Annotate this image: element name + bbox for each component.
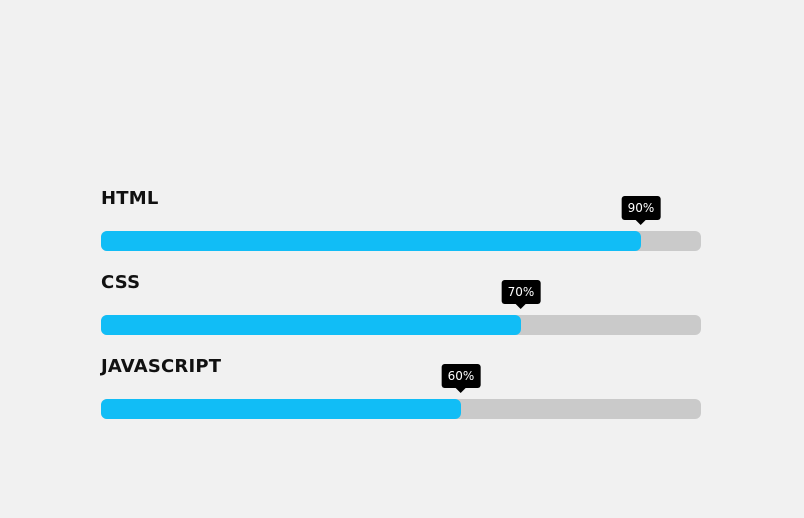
progress-fill — [101, 315, 521, 335]
skill-html: HTML 90% — [101, 187, 701, 271]
skill-label: JAVASCRIPT — [101, 356, 222, 377]
progress-track — [101, 315, 701, 335]
percent-tooltip: 60% — [441, 364, 481, 393]
progress-track — [101, 399, 701, 419]
skills-list: HTML 90% CSS 70% JAVASCRIPT 60% — [101, 187, 701, 439]
progress-track — [101, 231, 701, 251]
skill-label: CSS — [101, 272, 141, 293]
progress-fill — [101, 399, 461, 419]
skill-label: HTML — [101, 188, 159, 209]
skill-css: CSS 70% — [101, 271, 701, 355]
percent-tooltip: 70% — [501, 280, 541, 309]
percent-tooltip: 90% — [621, 196, 661, 225]
skill-javascript: JAVASCRIPT 60% — [101, 355, 701, 439]
progress-fill — [101, 231, 641, 251]
